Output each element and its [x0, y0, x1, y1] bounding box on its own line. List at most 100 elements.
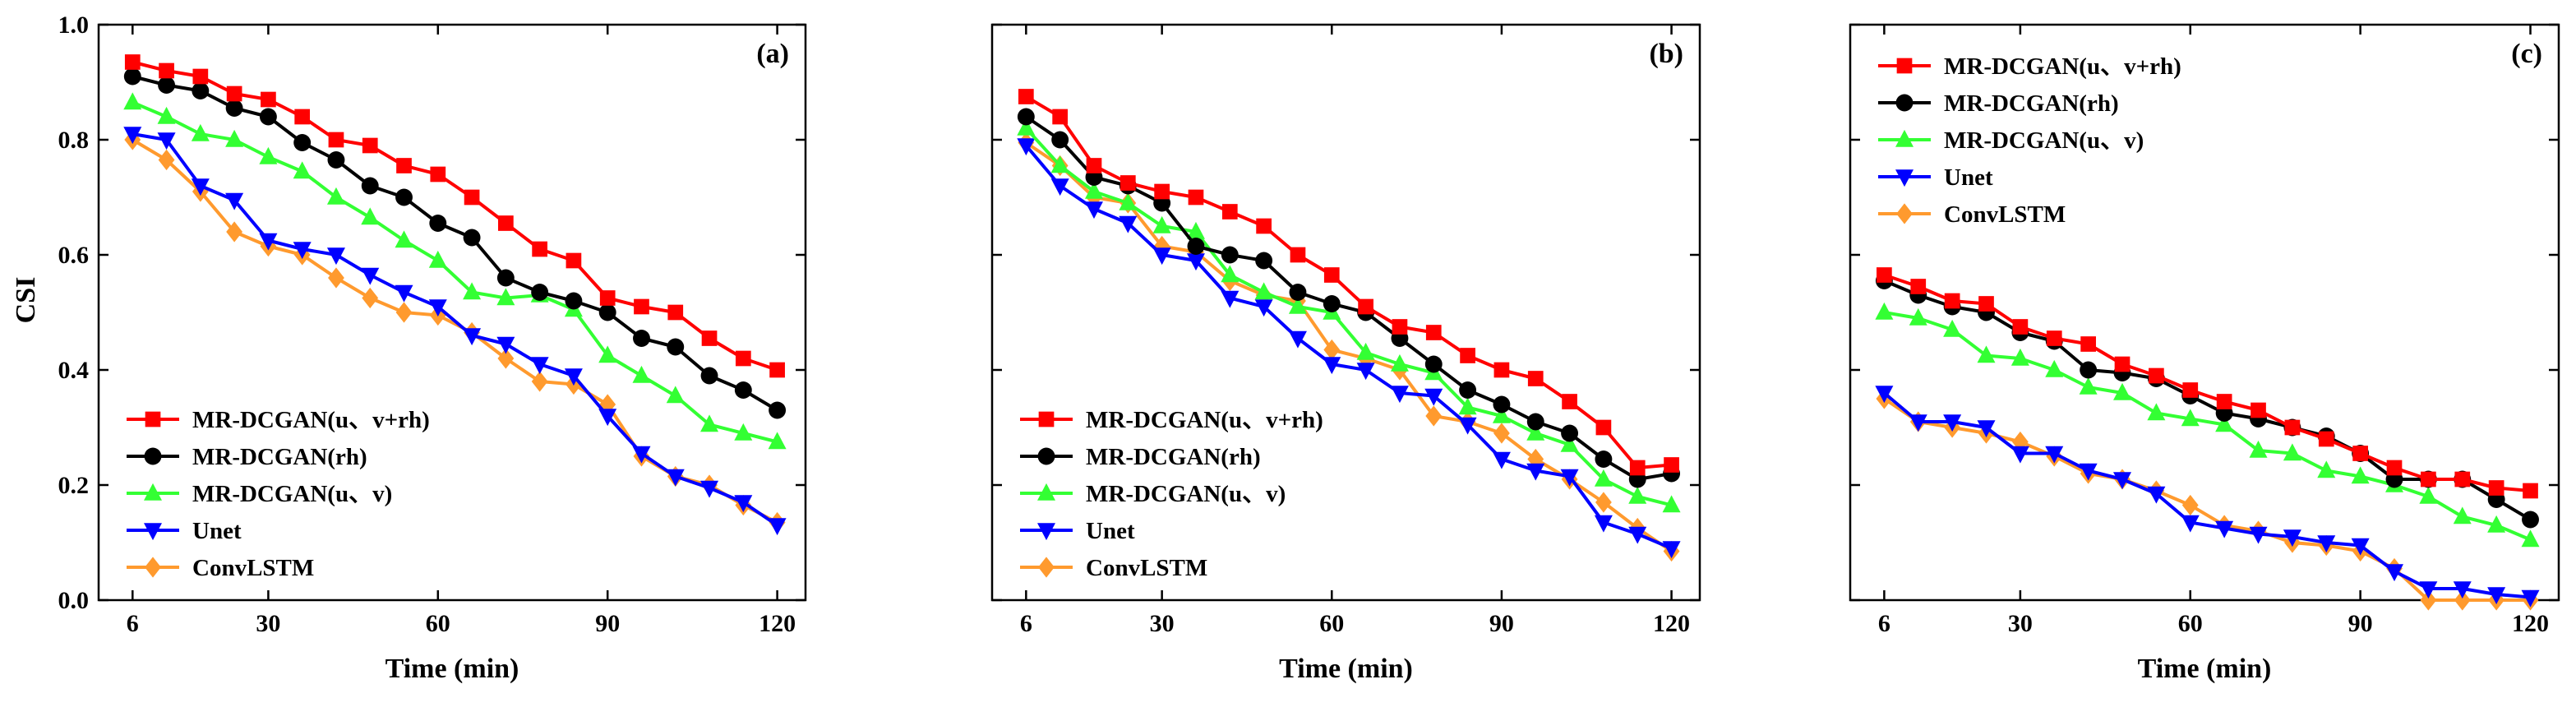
data-point [1084, 201, 1103, 219]
data-point [498, 215, 514, 231]
data-point [1978, 296, 1994, 312]
data-point [123, 127, 142, 145]
data-point [1664, 457, 1679, 473]
legend-label: MR-DCGAN(u、v+rh) [1086, 407, 1323, 433]
data-point [395, 284, 413, 303]
y-tick-label: 0.6 [58, 242, 90, 269]
data-point [1017, 138, 1036, 156]
data-point [1459, 381, 1477, 399]
data-point [1187, 238, 1205, 255]
data-point [396, 158, 412, 173]
data-point [326, 187, 345, 205]
data-point [2045, 446, 2064, 464]
legend-marker [145, 411, 161, 427]
data-point [633, 330, 650, 347]
data-point [768, 432, 787, 450]
data-point [1390, 354, 1409, 372]
y-tick-label: 0.8 [58, 127, 90, 154]
data-point [361, 207, 380, 225]
data-point [1288, 330, 1307, 349]
data-point [2283, 443, 2301, 461]
data-point [1458, 397, 1477, 415]
data-point [2352, 446, 2368, 461]
series-4 [1017, 138, 1681, 559]
data-point [1560, 434, 1579, 452]
legend-item: MR-DCGAN(rh) [127, 444, 367, 470]
data-point [1662, 541, 1681, 559]
data-point [2522, 511, 2539, 529]
data-point [1909, 414, 1927, 432]
plot-frame [990, 23, 1701, 602]
legend-item: ConvLSTM [1878, 201, 2066, 228]
data-point [1493, 362, 1510, 378]
data-point [598, 409, 617, 427]
legend-marker [1038, 557, 1055, 578]
data-point [1424, 355, 1443, 373]
data-point [293, 134, 312, 151]
data-point [1188, 189, 1204, 206]
data-point [191, 123, 210, 141]
legend-label: MR-DCGAN(u、v+rh) [1944, 53, 2181, 80]
data-point [2045, 359, 2064, 377]
x-axis-title: Time (min) [385, 654, 519, 684]
data-point [769, 401, 787, 419]
x-tick-label: 90 [595, 610, 620, 637]
x-tick-label: 120 [1653, 610, 1690, 637]
data-point [361, 267, 380, 285]
series-line [132, 75, 778, 412]
data-point [259, 108, 277, 126]
data-point [2010, 446, 2029, 464]
legend-label: MR-DCGAN(rh) [1086, 444, 1261, 470]
data-point [1492, 451, 1511, 469]
series-3 [1017, 118, 1681, 513]
legend-item: MR-DCGAN(u、v) [127, 481, 392, 507]
x-tick-label: 120 [759, 610, 796, 637]
data-point [2010, 348, 2029, 366]
data-point [2284, 419, 2301, 436]
data-point [634, 298, 649, 315]
data-point [1595, 451, 1613, 468]
series-2 [123, 67, 787, 419]
data-point [599, 290, 616, 306]
data-point [1288, 296, 1307, 314]
data-point [564, 368, 583, 386]
data-point [1323, 295, 1341, 312]
legend-item: ConvLSTM [127, 555, 314, 581]
data-point [294, 109, 311, 125]
legend-label: ConvLSTM [1944, 201, 2066, 228]
data-point [1877, 267, 1892, 283]
data-point [2385, 564, 2404, 582]
data-point [1909, 307, 1927, 326]
data-point [1154, 183, 1170, 200]
data-point [496, 269, 515, 287]
legend-item: ConvLSTM [1020, 555, 1207, 581]
data-point [428, 250, 447, 268]
legend-item: MR-DCGAN(u、v+rh) [127, 407, 430, 433]
data-point [1424, 388, 1443, 406]
data-point [259, 233, 278, 251]
legend-label: MR-DCGAN(rh) [192, 444, 367, 470]
data-point [2487, 515, 2506, 533]
data-point [225, 129, 244, 147]
legend-item: Unet [127, 518, 242, 544]
data-point [2147, 486, 2166, 504]
data-point [2251, 402, 2266, 418]
x-tick-label: 6 [127, 610, 139, 637]
y-tick-label: 0.2 [58, 472, 90, 499]
data-point [2454, 471, 2471, 488]
data-point [1256, 218, 1272, 234]
data-point [2114, 356, 2131, 372]
data-point [1323, 339, 1341, 361]
data-point [2351, 466, 2370, 484]
legend: MR-DCGAN(u、v+rh) MR-DCGAN(rh) MR-DCGAN(u、v… [1878, 53, 2181, 228]
series-4 [123, 127, 787, 536]
data-point [497, 348, 515, 369]
data-point [667, 338, 685, 356]
data-point [1221, 290, 1240, 308]
legend-marker [1895, 129, 1914, 147]
data-point [1526, 423, 1545, 441]
data-point [1458, 417, 1477, 435]
data-point [1594, 469, 1613, 487]
data-point [496, 336, 515, 354]
